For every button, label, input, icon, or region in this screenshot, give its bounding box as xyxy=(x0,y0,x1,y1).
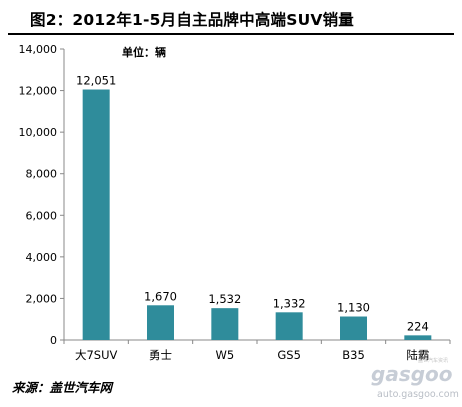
y-tick-label: 12,000 xyxy=(19,85,58,98)
bar xyxy=(404,335,432,340)
x-axis: 大7SUV 勇士 W5 GS5 B35 陆霸 xyxy=(63,339,451,362)
source-note: 来源：盖世汽车网 xyxy=(12,380,113,395)
bar xyxy=(340,316,367,340)
data-label: 224 xyxy=(407,319,429,333)
watermark-mark: 盖世汽车资讯 xyxy=(418,358,449,364)
x-tick-label: 勇士 xyxy=(149,348,172,362)
data-label: 1,130 xyxy=(337,301,370,315)
x-tick-label: 陆霸 xyxy=(406,348,429,362)
bars xyxy=(82,89,432,341)
data-label: 12,051 xyxy=(76,74,116,88)
y-tick-label: 10,000 xyxy=(19,126,58,139)
unit-label: 单位：辆 xyxy=(122,46,166,59)
data-labels: 12,051 1,670 1,532 1,332 1,130 224 xyxy=(76,74,429,334)
data-label: 1,532 xyxy=(208,292,241,306)
y-tick-label: 0 xyxy=(50,334,57,347)
watermark-url: auto.gasgoo.com xyxy=(377,389,459,400)
bar xyxy=(275,312,303,340)
data-label: 1,332 xyxy=(273,296,306,310)
y-tick-label: 8,000 xyxy=(26,168,58,181)
y-tick-label: 2,000 xyxy=(26,292,58,305)
bar xyxy=(147,305,174,340)
watermark-logo: gasgoo xyxy=(371,362,453,386)
y-tick-label: 14,000 xyxy=(19,43,58,56)
x-tick-label: GS5 xyxy=(277,348,301,362)
data-label: 1,670 xyxy=(144,289,177,303)
x-tick-label: B35 xyxy=(342,348,365,362)
title-underline xyxy=(8,33,454,35)
chart-title: 图2：2012年1-5月自主品牌中高端SUV销量 xyxy=(30,11,354,29)
bar xyxy=(211,308,239,340)
y-tick-label: 6,000 xyxy=(26,209,58,222)
bar xyxy=(82,89,110,341)
y-axis: 0 2,000 4,000 6,000 8,000 10,000 12,000 14,000 xyxy=(19,43,65,347)
x-tick-label: W5 xyxy=(215,348,234,362)
y-tick-label: 4,000 xyxy=(26,251,58,264)
x-tick-label: 大7SUV xyxy=(75,348,118,362)
